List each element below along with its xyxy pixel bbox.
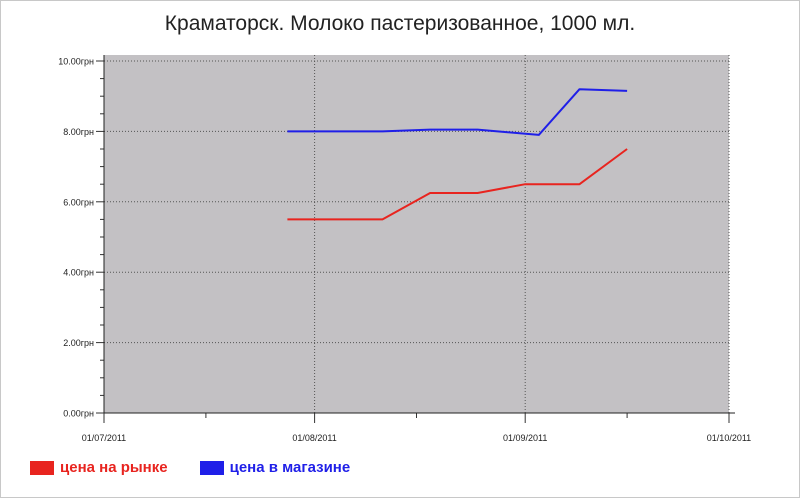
x-tick-label: 01/09/2011 — [503, 433, 547, 443]
x-tick-label: 01/07/2011 — [82, 433, 126, 443]
series-0-point — [626, 148, 628, 150]
series-0-point — [286, 218, 288, 220]
y-tick-label: 8.00грн — [63, 127, 94, 137]
series-line-1 — [287, 88, 628, 136]
series-1-point — [286, 130, 288, 132]
series-0-point — [579, 183, 581, 185]
y-tick-label: 10.00грн — [58, 57, 94, 67]
y-tick-label: 4.00грн — [63, 268, 94, 278]
x-tick-label: 01/08/2011 — [292, 433, 336, 443]
series-0-point — [382, 218, 384, 220]
series-1-point — [579, 88, 581, 90]
series-0-point — [524, 183, 526, 185]
series-1-point — [477, 129, 479, 131]
series-1-point — [382, 130, 384, 132]
chart-legend: цена на рынке цена в магазине — [30, 459, 382, 476]
plot-area — [104, 55, 729, 413]
y-tick-label: 2.00грн — [63, 338, 94, 348]
y-tick-label: 0.00грн — [63, 409, 94, 419]
series-0-point — [334, 218, 336, 220]
series-1-point — [538, 134, 540, 136]
legend-item-market: цена на рынке — [30, 459, 168, 476]
x-tick-label: 01/10/2011 — [707, 433, 751, 443]
y-tick-label: 6.00грн — [63, 197, 94, 207]
series-1-point — [626, 90, 628, 92]
series-1-point — [429, 129, 431, 131]
legend-label-store: цена в магазине — [229, 459, 351, 476]
series-0-point — [477, 192, 479, 194]
series-0-point — [429, 192, 431, 194]
series-1-point — [334, 130, 336, 132]
legend-label-market: цена на рынке — [60, 459, 168, 476]
legend-item-store: цена в магазине — [199, 459, 351, 476]
series-line-0 — [287, 148, 628, 221]
chart-title: Краматорск. Молоко пастеризованное, 1000… — [164, 12, 636, 35]
legend-swatch-store — [199, 460, 224, 475]
legend-swatch-market — [30, 460, 54, 475]
